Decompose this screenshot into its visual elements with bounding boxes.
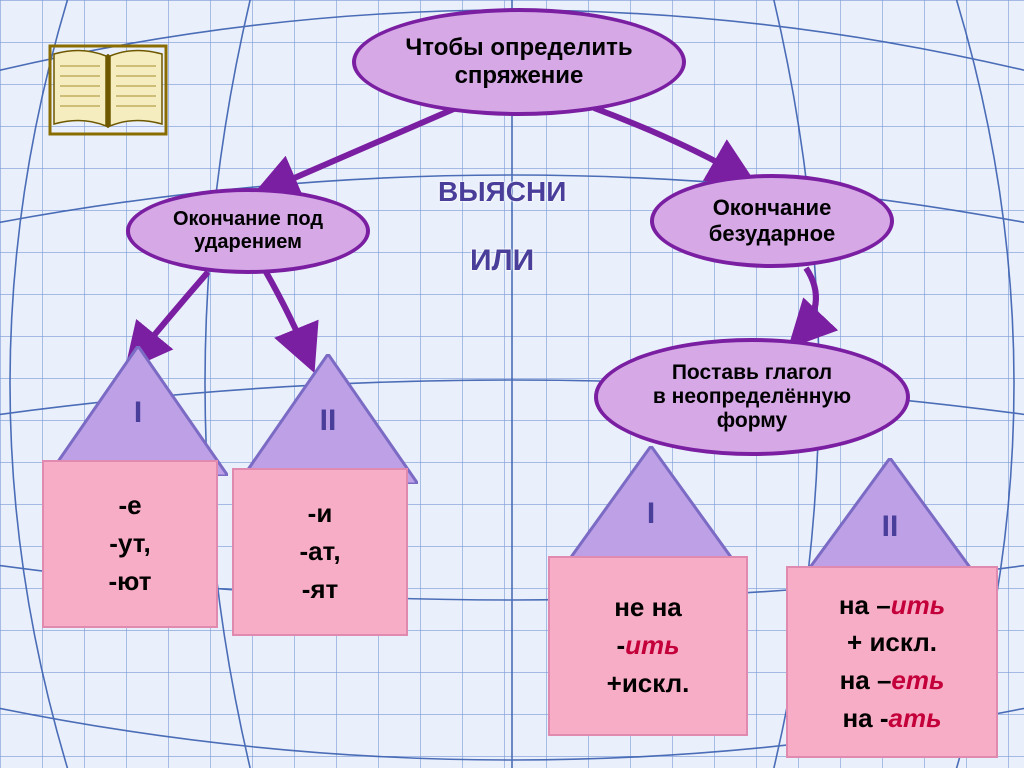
arrow-right-to-inf [796,268,816,340]
body-line: -ют [54,563,206,601]
text-or: ИЛИ [470,244,534,278]
body-line: +искл. [560,665,736,703]
node-left: Окончание под ударением [126,188,370,274]
house-II-right-roof-label: II [792,510,988,544]
body-line: на -ать [798,700,986,738]
node-top: Чтобы определить спряжение [352,8,686,116]
diagram-stage: Чтобы определить спряжение Окончание под … [0,0,1024,768]
house-I-right-body: не на-ить+искл. [548,556,748,736]
body-line: -ят [244,571,396,609]
house-I-right-roof-label: I [556,497,746,531]
node-infinitive: Поставь глагол в неопределённую форму [594,338,910,456]
body-line: на –еть [798,662,986,700]
house-II-left-roof-label: II [238,404,418,438]
house-I-left-roof-label: I [48,396,228,430]
body-line: -е [54,487,206,525]
node-right: Окончание безударное [650,174,894,268]
body-line: -и [244,495,396,533]
arrow-top-to-left [262,108,456,192]
text-find-out: ВЫЯСНИ [438,176,566,208]
body-line: -ат, [244,533,396,571]
house-II-left-body: -и-ат,-ят [232,468,408,636]
arrow-left-to-II [266,272,310,362]
house-I-left-body: -е-ут,-ют [42,460,218,628]
body-line: -ить [560,627,736,665]
body-line: -ут, [54,525,206,563]
body-line: на –ить [798,587,986,625]
arrow-top-to-right [594,108,746,178]
house-II-right-body: на –ить+ искл.на –етьна -ать [786,566,998,758]
body-line: + искл. [798,624,986,662]
body-line: не на [560,589,736,627]
